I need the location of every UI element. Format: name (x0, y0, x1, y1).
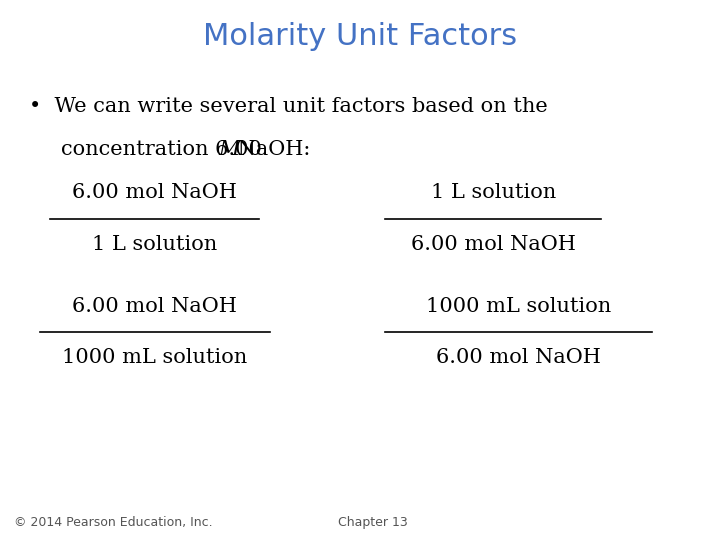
Text: 1 L solution: 1 L solution (431, 184, 556, 202)
Text: NaOH:: NaOH: (231, 140, 310, 159)
Text: Molarity Unit Factors: Molarity Unit Factors (203, 22, 517, 51)
Text: 6.00 mol NaOH: 6.00 mol NaOH (411, 235, 575, 254)
Text: Chapter 13: Chapter 13 (338, 516, 408, 529)
Text: © 2014 Pearson Education, Inc.: © 2014 Pearson Education, Inc. (14, 516, 213, 529)
Text: concentration 6.00: concentration 6.00 (61, 140, 269, 159)
Text: 1000 mL solution: 1000 mL solution (426, 297, 611, 316)
Text: •  We can write several unit factors based on the: • We can write several unit factors base… (29, 97, 547, 116)
Text: 6.00 mol NaOH: 6.00 mol NaOH (436, 348, 600, 367)
Text: M: M (218, 140, 240, 159)
Text: 6.00 mol NaOH: 6.00 mol NaOH (73, 184, 237, 202)
Text: 1000 mL solution: 1000 mL solution (62, 348, 248, 367)
Text: 1 L solution: 1 L solution (92, 235, 217, 254)
Text: 6.00 mol NaOH: 6.00 mol NaOH (73, 297, 237, 316)
